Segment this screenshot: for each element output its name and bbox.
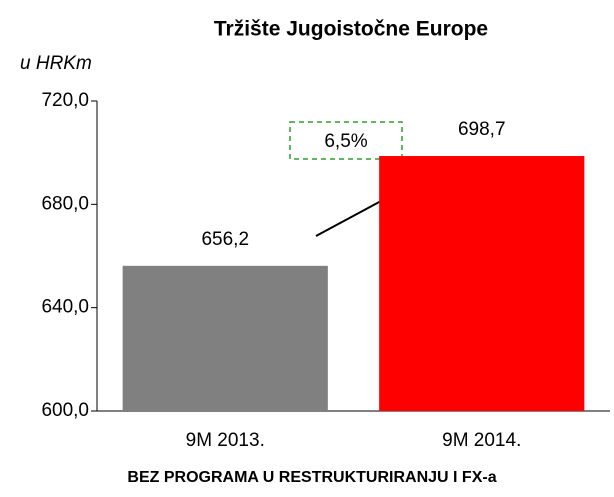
annotation-box: [289, 121, 403, 160]
x-tick-label: 9M 2013.: [186, 430, 265, 451]
annotation: 6,5%: [324, 131, 367, 152]
x-tick-label: 9M 2014.: [442, 430, 521, 451]
value-label: 656,2: [201, 229, 249, 250]
y-tick-label: 720,0: [41, 90, 89, 111]
x-axis-title: BEZ PROGRAMA U RESTRUKTURIRANJU I FX-a: [127, 469, 496, 486]
bar: [122, 265, 328, 411]
chart-title: Tržište Jugoistočne Europe: [214, 18, 488, 41]
unit-label: u HRKm: [20, 53, 92, 74]
value-label: 698,7: [458, 119, 506, 140]
y-tick-label: 600,0: [41, 400, 89, 421]
bar: [379, 156, 585, 411]
y-tick-label: 640,0: [41, 297, 89, 318]
y-tick-label: 680,0: [41, 193, 89, 214]
